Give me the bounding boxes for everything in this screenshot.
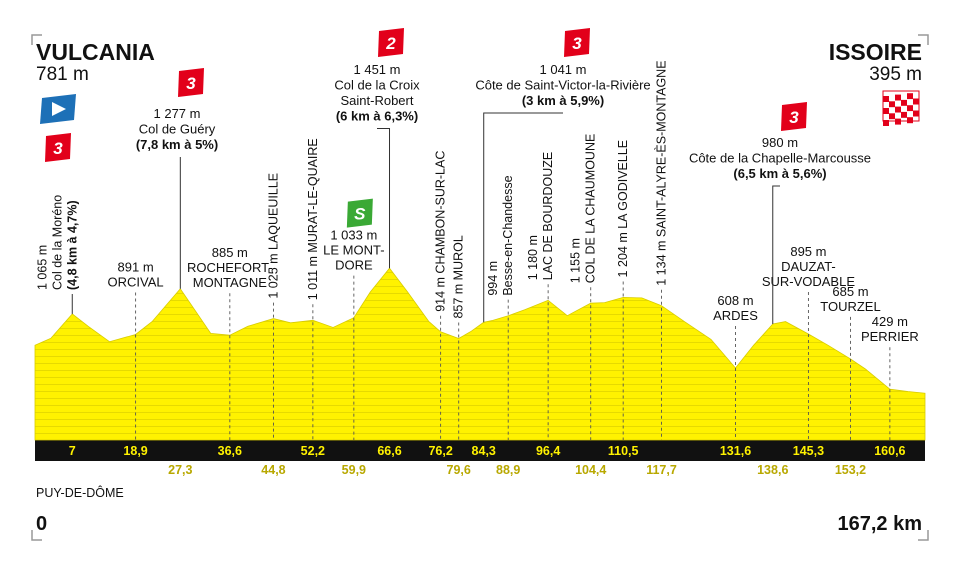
x-tick-label: 153,2 bbox=[835, 463, 866, 477]
place-label: COL DE LA CHAUMOUNE bbox=[584, 134, 598, 284]
x-tick-label: 131,6 bbox=[720, 444, 751, 458]
sprint-icon bbox=[346, 198, 373, 228]
x-tick-label: 104,4 bbox=[575, 463, 606, 477]
place-label: DORE bbox=[335, 258, 373, 273]
climb-label: 1 041 m bbox=[540, 62, 587, 77]
climb-label: Col de la Croix bbox=[334, 78, 420, 93]
place-label: ORCIVAL bbox=[108, 274, 164, 289]
place-label: Besse-en-Chandesse bbox=[501, 175, 515, 295]
climb-label: Col de Guéry bbox=[139, 122, 216, 137]
x-tick-label: 18,9 bbox=[123, 444, 147, 458]
x-tick-label: 138,6 bbox=[757, 463, 788, 477]
x-tick-label: 84,3 bbox=[472, 444, 496, 458]
sprint-label: S bbox=[354, 205, 366, 224]
climb-label: Saint-Robert bbox=[341, 93, 414, 108]
place-label: 857 m MUROL bbox=[452, 235, 466, 318]
climb-category-icon bbox=[564, 28, 590, 57]
place-label: DAUZAT- bbox=[781, 259, 836, 274]
place-label: 994 m bbox=[486, 261, 500, 296]
x-tick-label: 27,3 bbox=[168, 463, 192, 477]
x-tick-label: 96,4 bbox=[536, 444, 560, 458]
finish-flag bbox=[882, 90, 920, 126]
place-label: 914 m CHAMBON-SUR-LAC bbox=[434, 151, 448, 312]
start-name: VULCANIA bbox=[36, 39, 155, 65]
finish-altitude: 395 m bbox=[869, 64, 922, 85]
x-tick-label: 44,8 bbox=[261, 463, 285, 477]
x-tick-label: 160,6 bbox=[874, 444, 905, 458]
x-tick-label: 76,2 bbox=[428, 444, 452, 458]
x-tick-label: 66,6 bbox=[377, 444, 401, 458]
place-label: 895 m bbox=[790, 244, 826, 259]
place-label: ARDES bbox=[713, 308, 758, 323]
climb-leader bbox=[377, 128, 391, 269]
distance-band bbox=[35, 440, 925, 461]
climb-category-label: 3 bbox=[789, 108, 799, 127]
climb-label: (6 km à 6,3%) bbox=[336, 109, 418, 124]
place-label: PERRIER bbox=[861, 329, 919, 344]
x-tick-label: 110,5 bbox=[608, 444, 639, 458]
elevation-area bbox=[34, 267, 926, 441]
place-label: 1 134 m SAINT-ALYRE-ÈS-MONTAGNE bbox=[654, 60, 669, 285]
climb-category-icon bbox=[45, 133, 71, 162]
x-tick-label: 88,9 bbox=[496, 463, 520, 477]
start-altitude: 781 m bbox=[36, 64, 89, 85]
total-distance: 167,2 km bbox=[837, 513, 922, 535]
place-label: ROCHEFORT- bbox=[187, 260, 273, 275]
start-flag bbox=[40, 94, 76, 124]
climb-category-label: 2 bbox=[385, 34, 396, 53]
place-label: LAC DE BOURDOUZE bbox=[541, 152, 555, 281]
climb-label: (6,5 km à 5,6%) bbox=[733, 166, 826, 181]
x-tick-label: 79,6 bbox=[447, 463, 471, 477]
place-label: 1 033 m bbox=[330, 228, 377, 243]
climb-category-icon bbox=[378, 28, 404, 57]
x-tick-label: 59,9 bbox=[342, 463, 366, 477]
finish-name: ISSOIRE bbox=[829, 39, 922, 65]
climb-label: Côte de Saint-Victor-la-Rivière bbox=[475, 78, 650, 93]
region: PUY-DE-DÔME bbox=[36, 485, 124, 500]
place-label: 891 m bbox=[118, 259, 154, 274]
climb-label: (3 km à 5,9%) bbox=[522, 93, 604, 108]
climb-label: 1 451 m bbox=[354, 62, 401, 77]
place-label: SUR-VODABLE bbox=[762, 274, 856, 289]
climb-label: Col de la Moréno bbox=[50, 195, 64, 290]
place-label: 1 180 m bbox=[526, 235, 540, 280]
climb-label: (4,8 km à 4,7%) bbox=[65, 200, 79, 290]
place-label: 1 011 m MURAT-LE-QUAIRE bbox=[306, 138, 320, 300]
climb-leader bbox=[483, 112, 563, 323]
climb-label: 1 277 m bbox=[154, 106, 201, 121]
climb-leader bbox=[772, 185, 780, 324]
place-label: TOURZEL bbox=[820, 299, 880, 314]
place-label: 1 155 m bbox=[569, 238, 583, 283]
climb-category-icon bbox=[178, 68, 204, 97]
x-tick-label: 52,2 bbox=[301, 444, 325, 458]
climb-label: (7,8 km à 5%) bbox=[136, 137, 218, 152]
x-tick-label: 36,6 bbox=[218, 444, 242, 458]
place-label: 885 m bbox=[212, 245, 248, 260]
climb-label: 980 m bbox=[762, 135, 798, 150]
place-label: 608 m bbox=[717, 293, 753, 308]
climb-category-icon bbox=[781, 102, 807, 131]
x-tick-label: 7 bbox=[69, 444, 76, 458]
place-label: 429 m bbox=[872, 314, 908, 329]
place-label: MONTAGNE bbox=[193, 275, 267, 290]
climb-label: Côte de la Chapelle-Marcousse bbox=[689, 151, 871, 166]
climb-category-label: 3 bbox=[572, 34, 582, 53]
start-distance: 0 bbox=[36, 513, 47, 535]
place-label: 1 025 m LAQUEUILLE bbox=[266, 173, 280, 299]
climb-label: 1 065 m bbox=[35, 245, 49, 290]
x-tick-label: 145,3 bbox=[793, 444, 824, 458]
frame-corners bbox=[31, 34, 929, 541]
climb-category-label: 3 bbox=[53, 139, 63, 158]
place-label: 1 204 m LA GODIVELLE bbox=[616, 140, 630, 278]
x-tick-label: 117,7 bbox=[646, 463, 677, 477]
climb-category-label: 3 bbox=[186, 74, 196, 93]
place-label: 685 m bbox=[832, 284, 868, 299]
place-label: LE MONT- bbox=[323, 243, 384, 258]
